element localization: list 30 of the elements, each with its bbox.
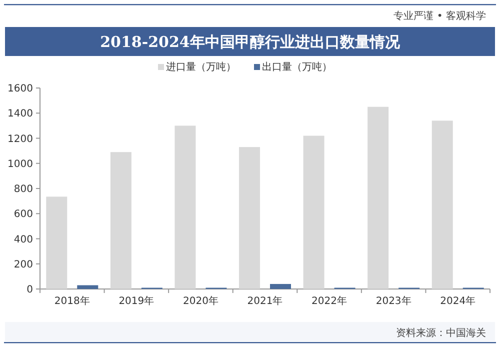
- bar: [432, 120, 453, 289]
- bar: [77, 285, 98, 289]
- legend-label: 出口量（万吨）: [262, 61, 332, 73]
- x-tick-label: 2018年: [54, 295, 90, 307]
- bar: [174, 126, 196, 289]
- bar: [239, 147, 260, 289]
- x-tick-label: 2019年: [118, 295, 154, 307]
- x-tick-label: 2022年: [312, 295, 348, 307]
- x-tick-label: 2020年: [182, 295, 218, 307]
- y-tick-label: 600: [14, 209, 33, 220]
- x-tick-label: 2024年: [440, 295, 476, 307]
- y-tick-label: 1600: [8, 84, 33, 94]
- bar: [46, 196, 68, 289]
- legend-label: 进口量（万吨）: [166, 61, 236, 73]
- bar: [303, 136, 324, 289]
- text: 专业严谨 • 客观科学: [394, 10, 486, 22]
- y-tick-label: 400: [14, 234, 33, 246]
- x-tick-label: 2021年: [247, 295, 283, 307]
- bar: [368, 106, 389, 289]
- y-tick-label: 1400: [8, 108, 33, 120]
- text: 资料来源：中国海关: [396, 327, 486, 339]
- x-tick-label: 2023年: [376, 295, 412, 307]
- y-tick-label: 200: [14, 259, 33, 270]
- y-tick-label: 1200: [8, 134, 33, 145]
- bar: [110, 152, 132, 289]
- chart-title: 2018-2024年中国甲醇行业进出口数量情况: [100, 33, 401, 51]
- y-tick-label: 0: [26, 284, 33, 296]
- bar: [270, 284, 291, 289]
- y-tick-label: 1000: [8, 158, 33, 170]
- y-tick-label: 800: [14, 184, 33, 195]
